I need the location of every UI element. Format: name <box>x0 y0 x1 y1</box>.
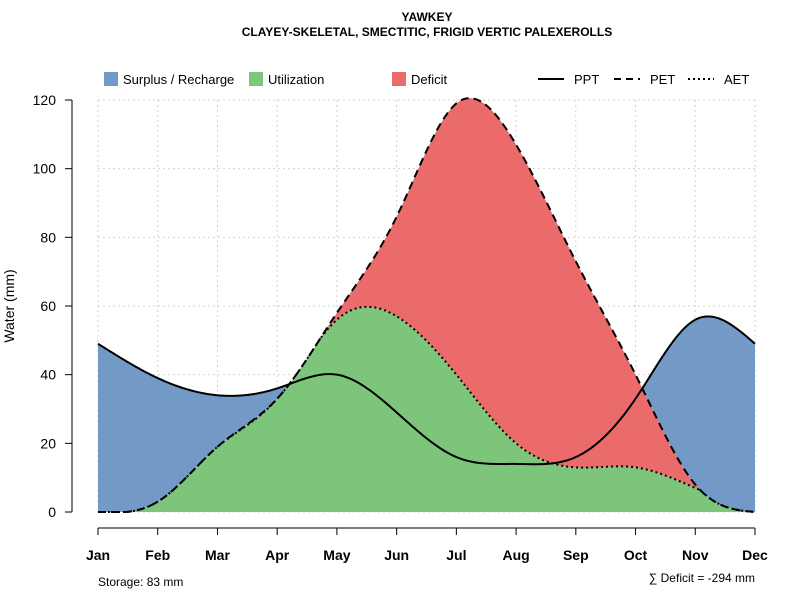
x-tick-label-sep: Sep <box>563 547 589 563</box>
x-tick-label-apr: Apr <box>265 547 290 563</box>
surplus-recharge-area <box>98 98 755 513</box>
x-tick-label-feb: Feb <box>145 547 170 563</box>
y-tick-label: 100 <box>33 161 57 177</box>
series-line-ppt <box>97 315 756 466</box>
legend-label-1: Surplus / Recharge <box>123 72 234 87</box>
legend-label-pet: PET <box>650 72 675 87</box>
utilization-area <box>98 306 755 512</box>
water-balance-areas <box>98 98 755 513</box>
y-tick-label: 20 <box>40 435 56 451</box>
y-tick-label: 0 <box>48 504 56 520</box>
axes: 0 20 40 60 80 100 120 Jan Feb Mar Apr May Jun Jul Aug S… <box>33 92 768 563</box>
y-tick-label: 60 <box>40 298 56 314</box>
x-tick-label-oct: Oct <box>624 547 648 563</box>
legend-label-2: Utilization <box>268 72 324 87</box>
legend-label-3: Deficit <box>411 72 448 87</box>
series-lines <box>97 97 756 513</box>
x-tick-label-nov: Nov <box>682 547 709 563</box>
legend-label-ppt: PPT <box>574 72 599 87</box>
deficit-area <box>98 98 755 513</box>
legend-label-aet: AET <box>724 72 749 87</box>
legend-swatch-3 <box>392 72 406 86</box>
x-tick-label-mar: Mar <box>205 547 230 563</box>
x-tick-label-dec: Dec <box>742 547 768 563</box>
x-tick-label-may: May <box>323 547 350 563</box>
x-tick-label-aug: Aug <box>502 547 529 563</box>
x-tick-label-jul: Jul <box>446 547 466 563</box>
deficit-annotation: ∑ Deficit = -294 mm <box>649 571 755 585</box>
y-axis-label: Water (mm) <box>1 269 17 342</box>
x-tick-label-jun: Jun <box>384 547 409 563</box>
chart-subtitle: CLAYEY-SKELETAL, SMECTITIC, FRIGID VERTI… <box>242 25 612 39</box>
y-tick-label: 80 <box>40 229 56 245</box>
series-line-pet <box>98 97 756 513</box>
chart-title: YAWKEY <box>402 10 453 24</box>
storage-annotation: Storage: 83 mm <box>98 575 183 589</box>
legend: Surplus / Recharge Utilization Deficit PPT P… <box>104 72 749 87</box>
legend-swatch-2 <box>249 72 263 86</box>
legend-swatch-1 <box>104 72 118 86</box>
x-tick-label-jan: Jan <box>86 547 110 563</box>
y-tick-label: 120 <box>33 92 57 108</box>
y-tick-label: 40 <box>40 367 56 383</box>
